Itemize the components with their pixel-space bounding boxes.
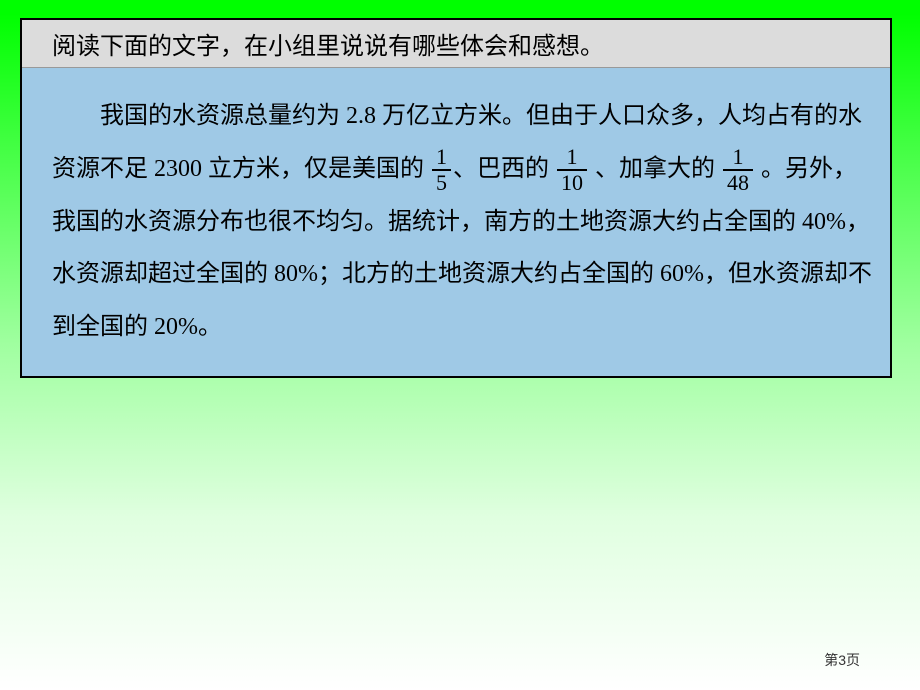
- fraction-denominator: 48: [723, 171, 753, 195]
- passage-body: 我国的水资源总量约为 2.8 万亿立方米。但由于人口众多，人均占有的水资源不足 …: [22, 68, 890, 376]
- fraction-numerator: 1: [432, 145, 451, 171]
- fraction-1-48: 148: [723, 145, 753, 195]
- fraction-denominator: 10: [557, 171, 587, 195]
- instruction-header: 阅读下面的文字，在小组里说说有哪些体会和感想。: [22, 20, 890, 68]
- fraction-denominator: 5: [432, 171, 451, 195]
- page-number: 第3页: [824, 650, 860, 670]
- fraction-numerator: 1: [723, 145, 753, 171]
- page-number-text: 第3页: [824, 652, 860, 668]
- fraction-1-10: 110: [557, 145, 587, 195]
- fraction-numerator: 1: [557, 145, 587, 171]
- slide-content-box: 阅读下面的文字，在小组里说说有哪些体会和感想。 我国的水资源总量约为 2.8 万…: [20, 18, 892, 378]
- fraction-1-5: 15: [432, 145, 451, 195]
- header-text: 阅读下面的文字，在小组里说说有哪些体会和感想。: [52, 34, 604, 60]
- text-seg-2: 、巴西的: [453, 156, 555, 182]
- text-seg-3: 、加拿大的: [589, 156, 721, 182]
